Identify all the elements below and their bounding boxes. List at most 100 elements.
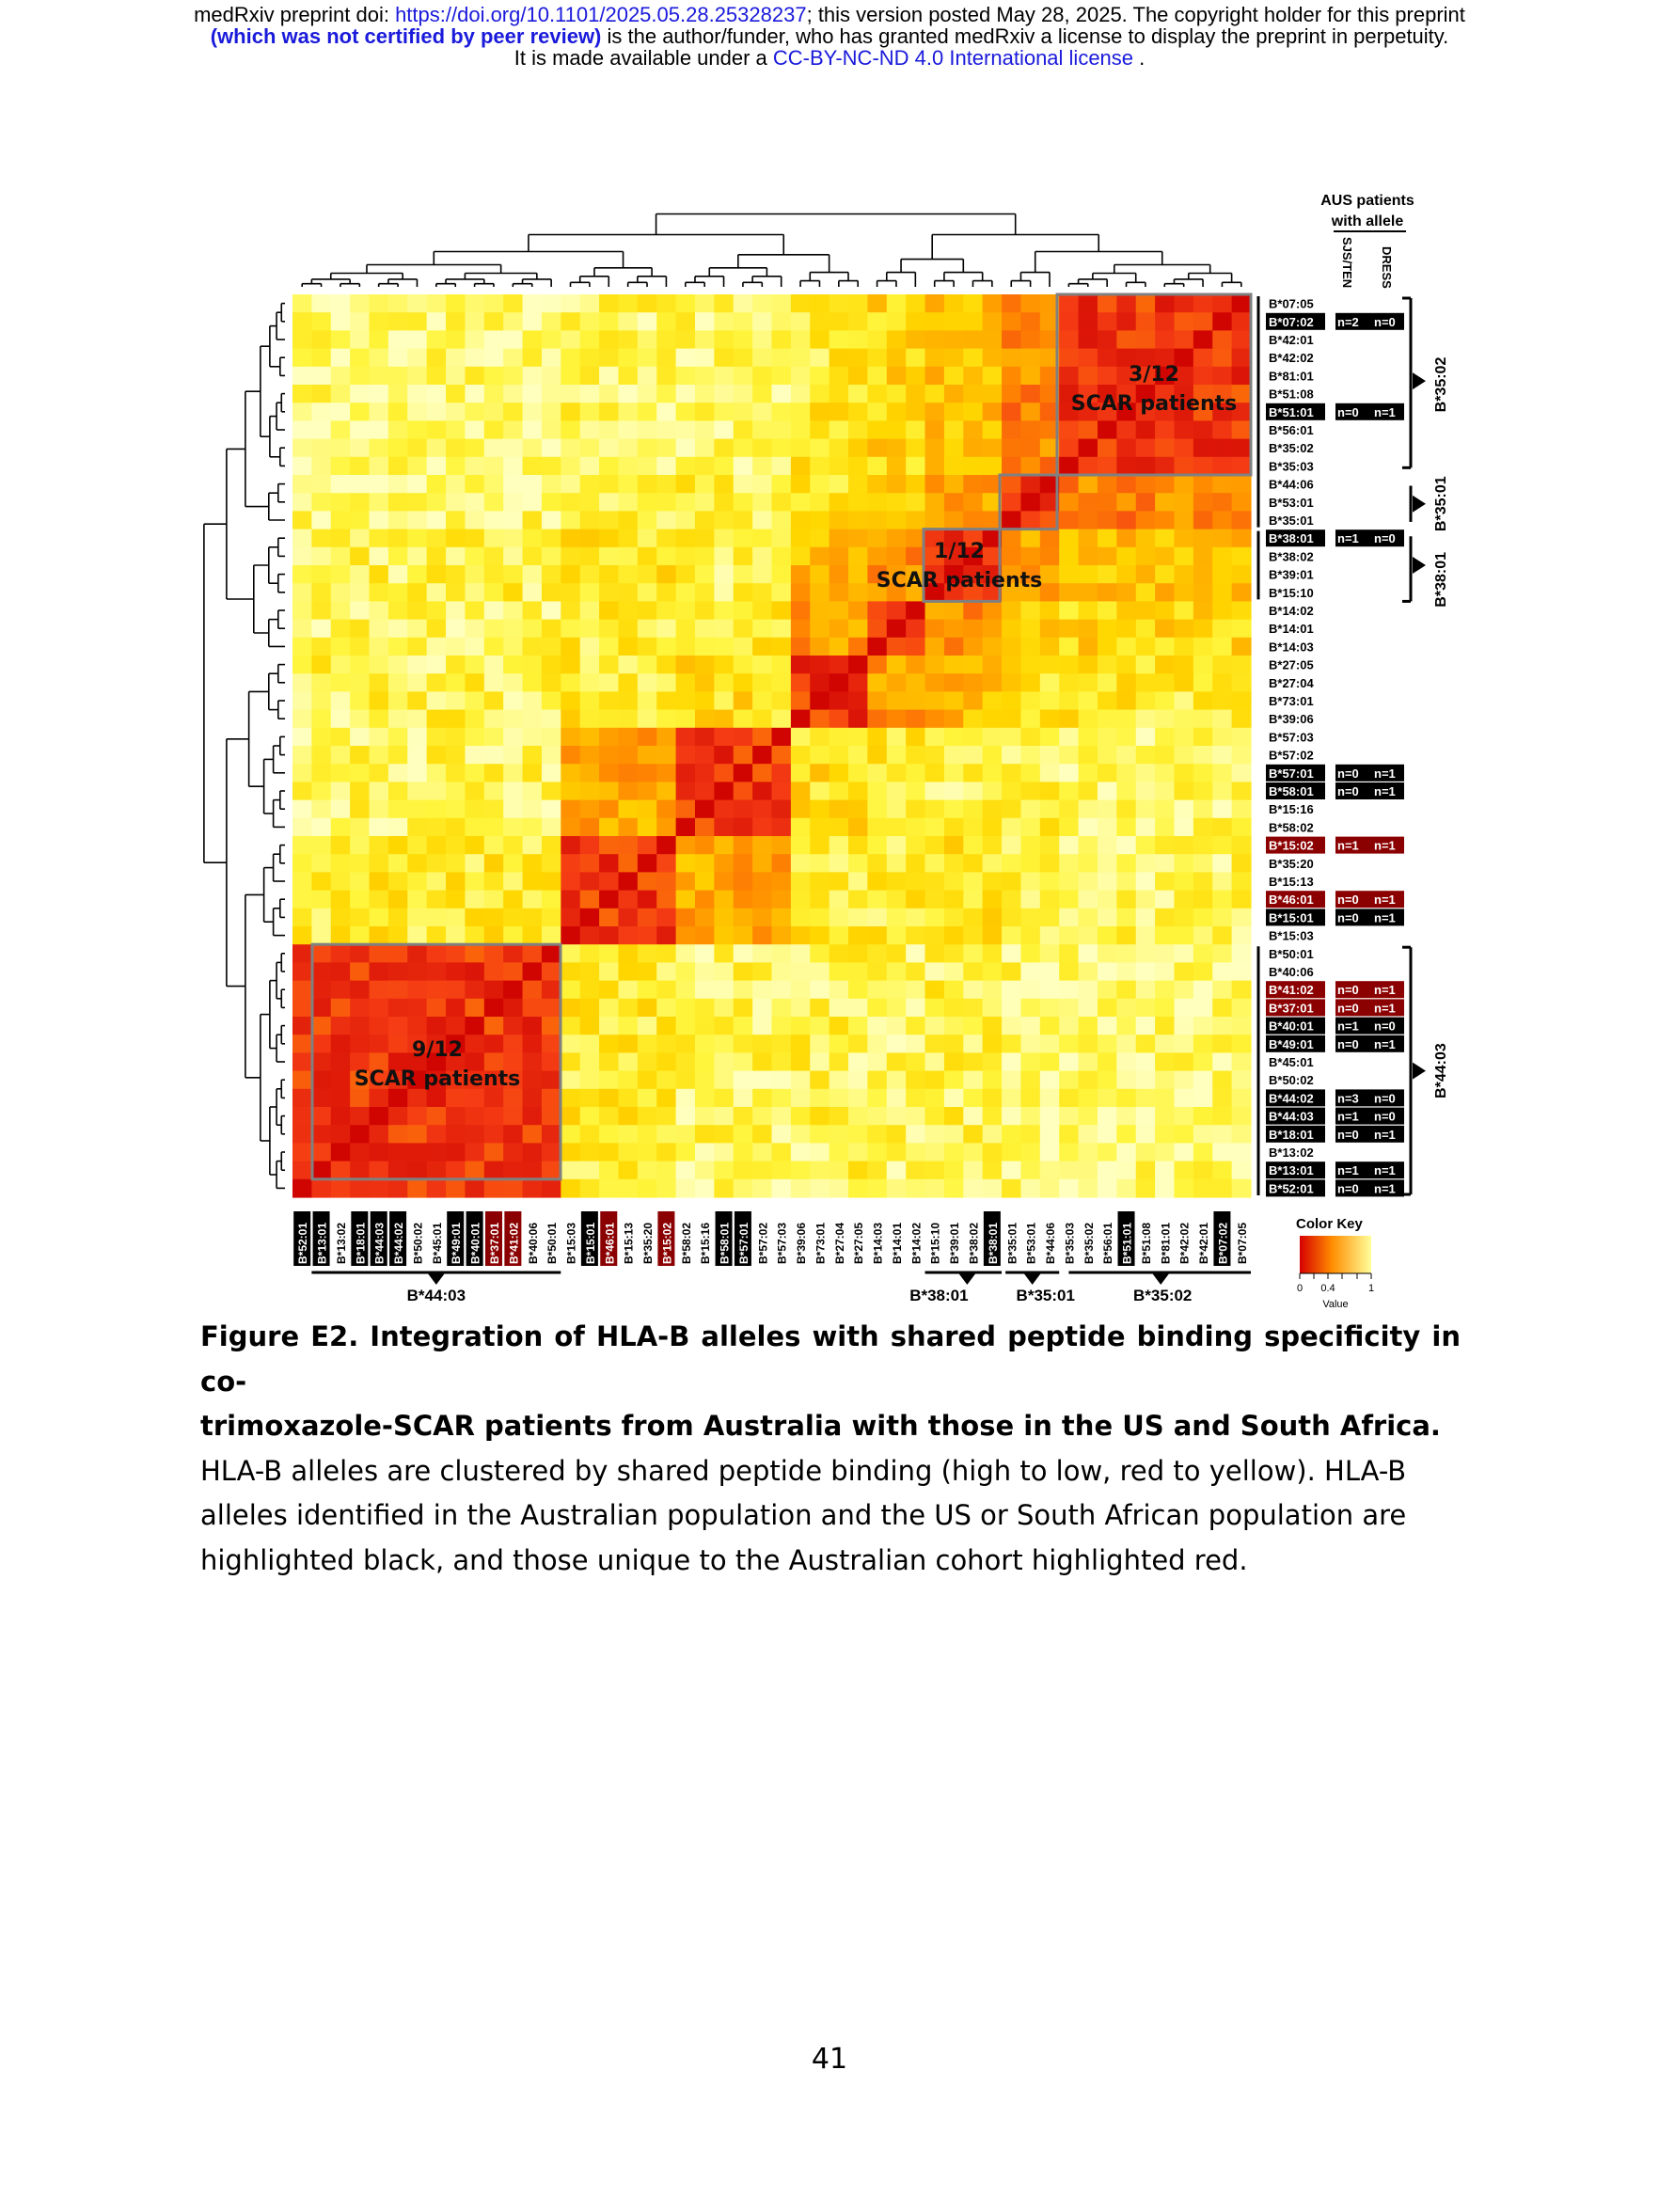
- row-label: B*40:06: [1269, 965, 1314, 979]
- heatmap-cell: [848, 709, 868, 729]
- heatmap-cell: [982, 1161, 1003, 1180]
- heatmap-cell: [579, 727, 600, 747]
- heatmap-cell: [522, 1070, 543, 1090]
- heatmap-cell: [561, 1070, 581, 1090]
- heatmap-cell: [387, 962, 408, 982]
- heatmap-cell: [426, 493, 447, 512]
- heatmap-cell: [350, 1161, 371, 1180]
- heatmap-cell: [733, 456, 753, 476]
- heatmap-cell: [350, 294, 371, 313]
- heatmap-cell: [407, 782, 428, 801]
- heatmap-cell: [714, 583, 735, 602]
- heatmap-cell: [714, 782, 735, 801]
- heatmap-cell: [906, 1070, 926, 1090]
- heatmap-cell: [1193, 1161, 1213, 1180]
- heatmap-cell: [694, 1017, 715, 1035]
- heatmap-cell: [694, 1088, 715, 1108]
- col-label: B*44:03: [373, 1223, 387, 1264]
- heatmap-cell: [1212, 962, 1233, 982]
- heatmap-cell: [292, 403, 312, 421]
- license-link[interactable]: CC-BY-NC-ND 4.0 International license: [772, 46, 1134, 70]
- heatmap-cell: [522, 1035, 543, 1053]
- heatmap-cell: [541, 294, 561, 313]
- heatmap-cell: [1020, 619, 1041, 639]
- heatmap-cell: [675, 962, 696, 982]
- heatmap-cell: [522, 746, 543, 765]
- heatmap-cell: [369, 926, 389, 945]
- heatmap-cell: [1059, 709, 1080, 729]
- heatmap-cell: [522, 764, 543, 782]
- heatmap-cell: [982, 456, 1003, 476]
- sjs-count: n=1: [1337, 839, 1359, 853]
- heatmap-cell: [1193, 656, 1213, 674]
- heatmap-cell: [1116, 403, 1137, 421]
- heatmap-cell: [369, 691, 389, 711]
- heatmap-cell: [387, 1035, 408, 1053]
- heatmap-cell: [848, 746, 868, 765]
- heatmap-cell: [1020, 420, 1041, 440]
- heatmap-cell: [714, 890, 735, 909]
- heatmap-cell: [886, 890, 907, 909]
- heatmap-cell: [350, 1178, 371, 1198]
- heatmap-cell: [1155, 980, 1176, 1000]
- heatmap-cell: [387, 546, 408, 566]
- heatmap-cell: [656, 403, 677, 421]
- heatmap-cell: [810, 1088, 830, 1108]
- heatmap-cell: [810, 456, 830, 476]
- heatmap-cell: [541, 403, 561, 421]
- heatmap-cell: [465, 980, 485, 1000]
- heatmap-cell: [1097, 962, 1117, 982]
- heatmap-cell: [1039, 998, 1060, 1018]
- heatmap-cell: [1231, 908, 1252, 927]
- heatmap-cell: [330, 420, 351, 440]
- heatmap-cell: [637, 764, 657, 782]
- heatmap-cell: [829, 312, 849, 331]
- heatmap-cell: [867, 1052, 888, 1072]
- heatmap-cell: [426, 1035, 447, 1053]
- heatmap-cell: [1212, 1125, 1233, 1144]
- heatmap-cell: [522, 456, 543, 476]
- heatmap-cell: [771, 1143, 792, 1162]
- heatmap-cell: [1231, 962, 1252, 982]
- heatmap-cell: [886, 998, 907, 1018]
- heatmap-cell: [1155, 529, 1176, 548]
- heatmap-cell: [675, 546, 696, 566]
- heatmap-cell: [1078, 908, 1098, 927]
- col-label-highlight: [504, 1211, 522, 1266]
- heatmap-cell: [1078, 962, 1098, 982]
- heatmap-cell: [599, 385, 620, 403]
- heatmap-cell: [867, 601, 888, 621]
- heatmap-cell: [1193, 637, 1213, 656]
- heatmap-cell: [561, 1088, 581, 1108]
- heatmap-cell: [579, 601, 600, 621]
- heatmap-cell: [886, 1161, 907, 1180]
- heatmap-cell: [829, 1178, 849, 1198]
- row-labels: B*07:05B*07:02B*42:01B*42:02B*81:01B*51:…: [1266, 297, 1325, 1197]
- heatmap-cell: [599, 1178, 620, 1198]
- doi-link[interactable]: https://doi.org/10.1101/2025.05.28.25328…: [395, 3, 807, 26]
- heatmap-cell: [561, 962, 581, 982]
- heatmap-cell: [1231, 1178, 1252, 1198]
- heatmap-cell: [1097, 294, 1117, 313]
- heatmap-cell: [867, 1178, 888, 1198]
- heatmap-cell: [1020, 565, 1041, 584]
- heatmap-cell: [810, 493, 830, 512]
- heatmap-cell: [1078, 764, 1098, 782]
- heatmap-cell: [579, 746, 600, 765]
- heatmap-cell: [465, 1035, 485, 1053]
- heatmap-cell: [963, 746, 984, 765]
- heatmap-cell: [330, 746, 351, 765]
- heatmap-cell: [1097, 691, 1117, 711]
- heatmap-cell: [579, 529, 600, 548]
- heatmap-cell: [1020, 294, 1041, 313]
- heatmap-cell: [771, 980, 792, 1000]
- heatmap-cell: [350, 926, 371, 945]
- col-label: B*45:01: [431, 1223, 444, 1264]
- heatmap-cell: [407, 475, 428, 494]
- heatmap-cell: [943, 403, 964, 421]
- heatmap-cell: [1174, 601, 1194, 621]
- heatmap-cell: [1193, 438, 1213, 458]
- heatmap-cell: [311, 1088, 332, 1108]
- heatmap-cell: [599, 1088, 620, 1108]
- heatmap-cell: [446, 1107, 466, 1126]
